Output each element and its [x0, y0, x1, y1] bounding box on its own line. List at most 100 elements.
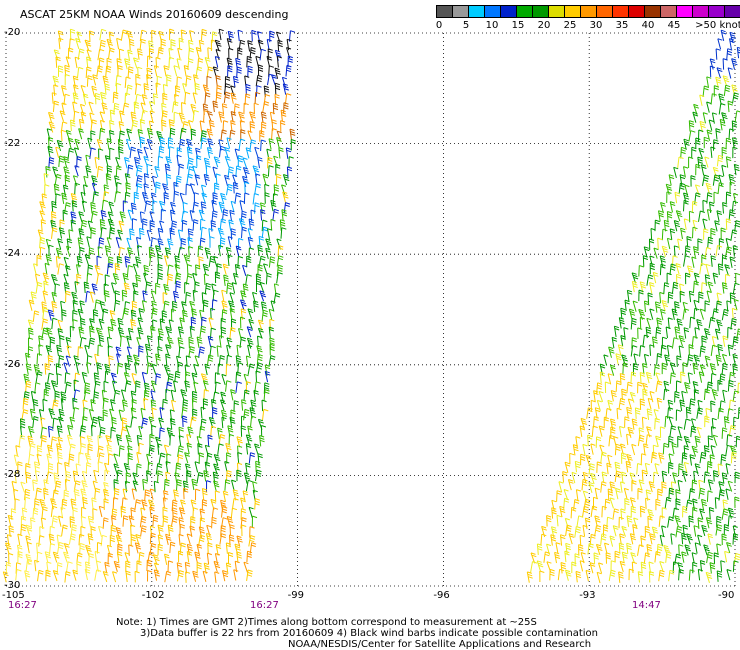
- wind-barb: [45, 569, 51, 582]
- wind-barb: [722, 75, 730, 87]
- wind-barb: [113, 453, 119, 465]
- wind-barb: [631, 443, 637, 456]
- wind-barb: [683, 461, 689, 474]
- wind-barb: [679, 283, 685, 295]
- wind-barb: [717, 463, 723, 475]
- wind-barb: [168, 119, 175, 131]
- wind-barb: [626, 406, 633, 419]
- wind-barb: [181, 210, 189, 222]
- wind-barb: [725, 156, 732, 168]
- wind-barb: [207, 542, 213, 554]
- wind-barb: [102, 571, 109, 583]
- wind-barb: [658, 515, 665, 527]
- wind-barb: [23, 391, 30, 403]
- wind-barb: [678, 463, 684, 475]
- wind-barb: [262, 101, 270, 113]
- wind-barb: [237, 452, 243, 464]
- wind-barb: [692, 219, 698, 232]
- wind-barb: [569, 452, 575, 465]
- wind-barb: [105, 65, 112, 77]
- wind-barb: [160, 38, 166, 51]
- wind-barb: [713, 191, 719, 204]
- wind-barb: [560, 534, 566, 546]
- wind-barb: [113, 463, 120, 475]
- wind-barb: [57, 263, 65, 275]
- wind-barb: [584, 517, 591, 530]
- wind-barb: [640, 535, 646, 548]
- wind-barb: [242, 157, 248, 169]
- wind-barb: [76, 66, 84, 79]
- wind-barb: [51, 92, 57, 104]
- wind-barb: [230, 120, 236, 132]
- wind-barb: [34, 559, 40, 572]
- wind-barb: [43, 487, 49, 500]
- wind-barb: [148, 40, 154, 52]
- wind-barb: [220, 525, 226, 537]
- wind-barb: [655, 301, 661, 313]
- x-tick-label: -102: [141, 590, 165, 601]
- wind-barb: [224, 174, 230, 187]
- wind-barb: [83, 184, 89, 196]
- wind-barb: [646, 544, 653, 556]
- wind-barb: [228, 219, 234, 231]
- wind-barb: [265, 272, 272, 285]
- wind-barb: [536, 560, 544, 572]
- wind-barb: [221, 409, 228, 422]
- wind-barb: [281, 184, 287, 196]
- wind-barb: [99, 127, 106, 140]
- wind-barb: [695, 137, 701, 149]
- wind-barb: [252, 193, 260, 205]
- wind-barb: [710, 426, 717, 438]
- wind-barb: [85, 561, 91, 573]
- wind-barb: [243, 102, 249, 115]
- wind-barb: [638, 289, 644, 302]
- wind-barb: [97, 435, 103, 447]
- wind-barb: [701, 498, 708, 511]
- wind-barb: [174, 94, 180, 106]
- wind-barb: [678, 182, 686, 195]
- wind-barb: [42, 272, 50, 284]
- wind-barb: [693, 280, 699, 293]
- wind-barb: [110, 318, 117, 331]
- wind-barb: [207, 138, 214, 150]
- wind-barb: [730, 229, 738, 241]
- wind-barb: [675, 409, 682, 421]
- wind-barb: [649, 533, 656, 545]
- wind-barb: [722, 389, 728, 402]
- wind-barb: [165, 156, 172, 168]
- wind-barb: [729, 292, 736, 304]
- wind-barb: [211, 516, 217, 529]
- wind-barb: [692, 362, 699, 375]
- wind-barb: [575, 570, 582, 583]
- wind-barb: [90, 210, 98, 223]
- wind-barb: [75, 463, 81, 475]
- wind-barb: [57, 451, 63, 464]
- wind-barb: [90, 526, 96, 538]
- wind-barb: [702, 174, 710, 186]
- wind-barb: [607, 488, 614, 501]
- wind-barb: [98, 334, 105, 347]
- wind-barb: [647, 515, 653, 528]
- wind-barb: [7, 514, 14, 527]
- wind-barb: [694, 435, 701, 448]
- wind-barb: [659, 255, 666, 267]
- wind-barb: [732, 560, 739, 572]
- wind-barb: [225, 442, 232, 455]
- wind-barb: [704, 300, 710, 312]
- wind-barb: [732, 363, 738, 376]
- wind-barb: [182, 399, 189, 411]
- wind-barb: [226, 137, 232, 149]
- wind-barb: [254, 443, 260, 455]
- wind-barb: [63, 156, 70, 168]
- wind-barb: [709, 562, 716, 574]
- wind-barb: [596, 399, 602, 412]
- wind-barb: [704, 355, 711, 367]
- wind-barb: [716, 570, 723, 582]
- wind-barb: [720, 560, 726, 572]
- wind-barb: [668, 487, 675, 500]
- wind-barb: [705, 407, 711, 420]
- wind-barb: [103, 184, 110, 196]
- wind-barb: [677, 238, 683, 250]
- wind-barb: [104, 469, 110, 482]
- wind-barb: [250, 399, 257, 411]
